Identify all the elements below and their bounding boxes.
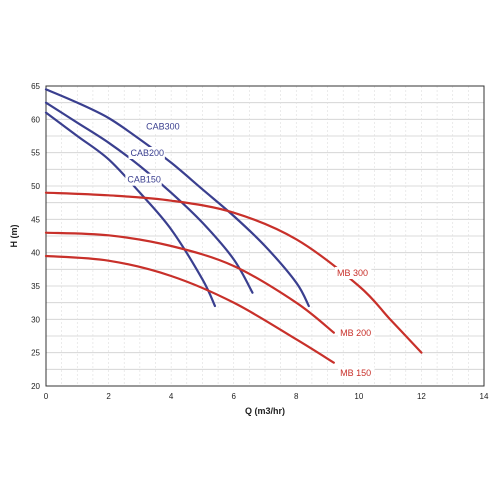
series-label-bg xyxy=(334,267,372,279)
y-axis-title: H (m) xyxy=(9,225,19,248)
y-tick-label: 60 xyxy=(31,115,40,124)
series-label-bg xyxy=(144,120,181,133)
y-tick-label: 30 xyxy=(31,315,40,324)
x-tick-label: 0 xyxy=(44,392,49,401)
y-tick-label: 35 xyxy=(31,282,40,291)
y-tick-label: 25 xyxy=(31,349,40,358)
y-tick-label: 55 xyxy=(31,149,40,158)
series-label-cab150: CAB150 xyxy=(127,175,161,185)
series-label-bg xyxy=(125,173,162,186)
x-tick-label: 10 xyxy=(354,392,363,401)
series-label-mb300: MB 300 xyxy=(337,268,368,278)
y-tick-label: 50 xyxy=(31,182,40,191)
series-line-mb300 xyxy=(44,191,423,354)
x-tick-label: 6 xyxy=(231,392,236,401)
x-tick-label: 2 xyxy=(106,392,111,401)
tick-labels: 20 25 30 35 40 45 50 55 60 65 0 2 4 6 8 10 12 14 xyxy=(31,82,489,401)
x-tick-label: 4 xyxy=(169,392,174,401)
series-label-bg xyxy=(128,147,165,159)
series-labels: CAB300 CAB200 CAB150 MB 300 MB 200 MB 150 xyxy=(125,120,375,379)
series-line-mb150 xyxy=(44,254,335,364)
series-line-cab150 xyxy=(44,111,217,308)
series-label-mb150: MB 150 xyxy=(340,368,371,378)
x-tick-label: 14 xyxy=(480,392,489,401)
series-label-bg xyxy=(338,367,375,379)
series-label-bg xyxy=(338,327,375,339)
x-tick-label: 8 xyxy=(294,392,299,401)
x-tick-label: 12 xyxy=(417,392,426,401)
plot-frame xyxy=(45,85,485,387)
x-axis-title: Q (m3/hr) xyxy=(245,406,285,416)
y-tick-label: 40 xyxy=(31,249,40,258)
series-label-mb200: MB 200 xyxy=(340,328,371,338)
y-tick-label: 45 xyxy=(31,215,40,224)
series-line-mb200 xyxy=(44,231,335,334)
series-label-cab200: CAB200 xyxy=(130,148,164,158)
y-tick-label: 20 xyxy=(31,382,40,391)
series-label-cab300: CAB300 xyxy=(146,121,180,131)
y-tick-label: 65 xyxy=(31,82,40,91)
series-line-cab300 xyxy=(44,88,310,308)
